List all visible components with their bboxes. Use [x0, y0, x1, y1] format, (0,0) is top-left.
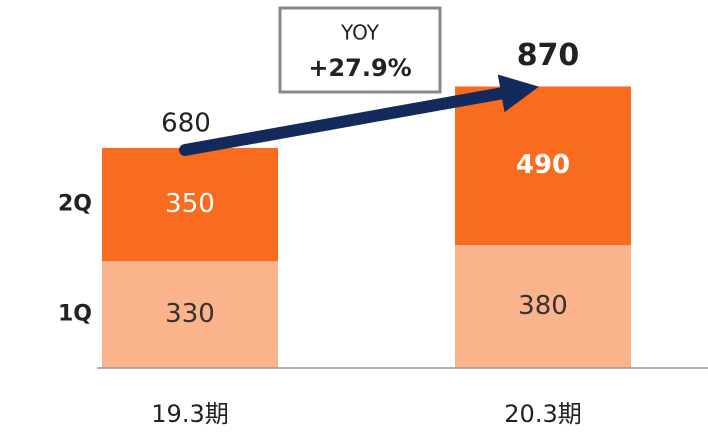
x-tick-label: 20.3期: [504, 400, 581, 428]
data-label: 380: [518, 291, 568, 321]
x-tick-label: 19.3期: [151, 400, 228, 428]
data-label: 330: [165, 299, 215, 329]
bar-segment: [455, 245, 631, 368]
data-label: 350: [165, 189, 215, 219]
bar-segment: [455, 86, 631, 246]
legend-label: 2Q: [58, 192, 92, 217]
total-label: 870: [517, 38, 580, 73]
bar-segment: [102, 147, 278, 262]
data-label: 490: [516, 150, 570, 180]
yoy-box: [278, 6, 442, 94]
total-label: 680: [161, 108, 211, 138]
yoy-value: +27.9%: [308, 54, 411, 82]
legend-label: 1Q: [58, 302, 92, 327]
yoy-label: YOY: [340, 21, 380, 45]
growth-arrow: [179, 74, 539, 156]
bar-segment: [102, 261, 278, 368]
